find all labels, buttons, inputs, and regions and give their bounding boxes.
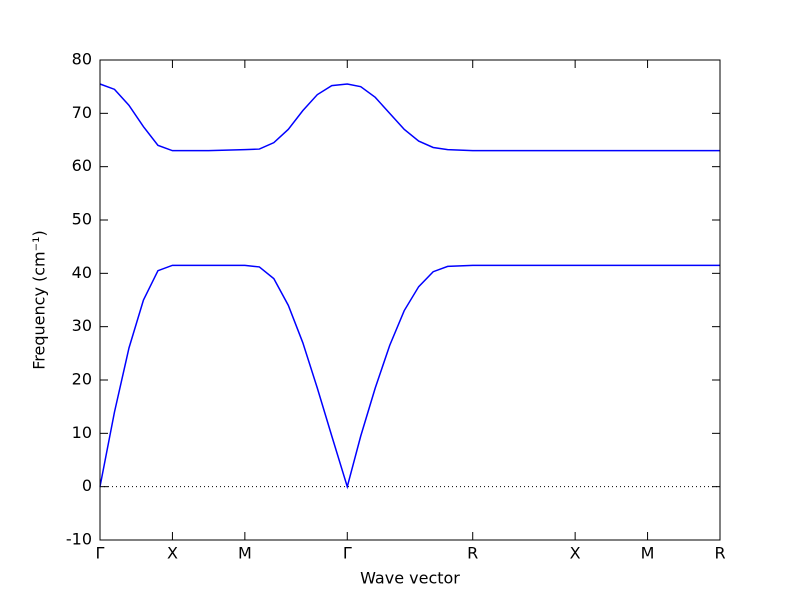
y-tick-label: 10 xyxy=(72,423,92,442)
x-tick-label: X xyxy=(167,544,178,563)
y-tick-label: 20 xyxy=(72,370,92,389)
y-tick-label: 30 xyxy=(72,316,92,335)
y-tick-label: 40 xyxy=(72,263,92,282)
band-line xyxy=(99,264,720,490)
y-tick-label: -10 xyxy=(66,530,92,549)
y-axis-label: Frequency (cm⁻¹) xyxy=(30,230,49,369)
y-tick-label: 80 xyxy=(72,50,92,69)
x-tick-label: M xyxy=(238,544,252,563)
x-tick-label: M xyxy=(641,544,655,563)
y-tick-label: 0 xyxy=(82,476,92,495)
plot-frame xyxy=(99,59,721,541)
x-axis-label: Wave vector xyxy=(360,569,460,588)
y-tick-label: 70 xyxy=(72,103,92,122)
x-tick-label: R xyxy=(467,544,478,563)
x-tick-label: Γ xyxy=(96,544,105,563)
x-tick-label: Γ xyxy=(343,544,352,563)
band-line xyxy=(99,83,720,152)
x-tick-label: X xyxy=(570,544,581,563)
x-tick-label: R xyxy=(714,544,725,563)
y-tick-label: 60 xyxy=(72,156,92,175)
y-tick-label: 50 xyxy=(72,210,92,229)
